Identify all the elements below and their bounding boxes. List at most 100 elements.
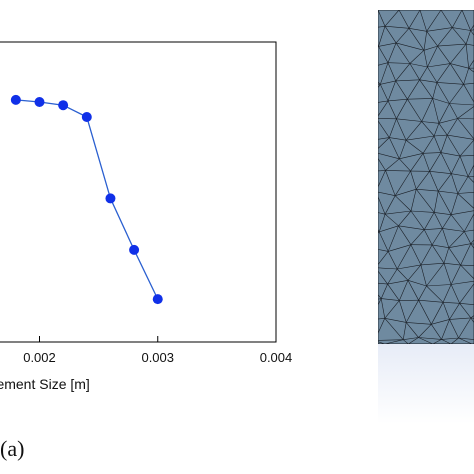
mesh-edge [384,300,400,319]
panel-label: (a) [0,436,25,461]
mesh-edge [465,30,471,45]
mesh-edge [470,24,474,31]
mesh-edge [378,282,388,285]
mesh-edge [409,50,425,64]
mesh-edge [418,299,444,303]
mesh-edge [424,229,433,246]
mesh-edge [468,67,474,73]
mesh-edge [449,317,471,320]
mesh-edge [388,98,408,102]
mesh-edge [410,210,425,230]
mesh-edge [431,244,445,264]
mesh-edge [465,44,469,69]
mesh-edge [431,302,444,325]
mesh-edge [431,228,443,246]
mesh-edge [448,231,465,248]
mesh-edge [451,155,461,174]
mesh-edge [429,152,442,172]
mesh-edge [384,318,407,323]
mesh-edge [426,27,453,32]
mesh-edge [387,283,400,301]
mesh-edge [436,63,451,83]
mesh-edge [463,68,469,85]
mesh-edge [378,100,389,103]
x-axis-label: Element Size [m] [0,376,90,392]
mesh-edge [396,118,407,141]
mesh-edge [434,212,452,215]
mesh-edge [394,170,411,196]
mesh-edge [460,243,472,266]
mesh-edge [408,337,419,345]
mesh-edge [418,300,432,325]
mesh-edge [451,280,474,285]
mesh-edge [395,79,420,82]
mesh-edge [387,280,409,285]
mesh-edge [399,153,424,160]
mesh-edge [468,59,474,69]
mesh-edge [423,50,428,68]
x-tick-label: 0.002 [23,350,56,365]
mesh-edge [394,195,412,212]
mesh-edge [440,152,452,174]
mesh-edge [403,339,409,345]
mesh-edge [399,158,411,172]
mesh-edge [441,319,450,340]
mesh-edge [440,134,448,153]
mesh-edge [378,298,382,306]
mesh-edge [438,103,450,124]
mesh-edge [423,31,427,51]
mesh-edge [438,123,448,136]
data-point [34,97,45,107]
mesh-edge [406,322,432,325]
mesh-edge [431,319,450,325]
x-tick-label: 0.003 [141,350,174,365]
mesh-edge [427,63,451,68]
mesh-edge [384,339,404,345]
series-line-group [10,94,163,305]
mesh-edge [449,303,460,320]
triangular-mesh [378,10,474,345]
x-axis-ticks: 0.002 0.003 0.004 [23,336,292,365]
mesh-edge [380,62,389,85]
x-tick-label: 0.004 [260,350,293,365]
data-point [152,294,163,305]
plot-frame-box [0,41,277,343]
mesh-edge [406,135,435,141]
mesh-edge [433,135,442,153]
mesh-edge [384,213,399,227]
mesh-edge [418,337,442,340]
mesh-edge [378,249,389,252]
mesh-edge [407,280,427,287]
mesh-edge [442,228,450,248]
mesh-edge [398,10,410,29]
mesh-edge [457,192,474,194]
mesh-edge [450,264,461,285]
mesh-edge [410,171,417,190]
mesh-edge [384,25,410,29]
mesh-edge [418,285,427,301]
mesh-edge [459,283,474,304]
mesh-edge [448,243,471,248]
mesh-fade [378,344,474,424]
data-point [129,244,140,255]
mesh-edge [470,30,474,36]
mesh-edge [380,80,396,85]
mesh-edge [378,318,386,334]
mesh-edge [426,263,445,287]
mesh-edge [441,339,452,345]
mesh-edge [449,103,474,106]
mesh-edge [457,193,474,209]
mesh-edge [470,317,474,324]
mesh-edge [423,45,438,51]
mesh-edge [421,98,433,122]
mesh-edge [399,280,409,301]
mesh-edge [378,157,386,171]
mesh-edge [403,337,419,340]
mesh-edge [378,294,382,299]
mesh-edge [449,319,459,339]
mesh-edge [451,173,459,194]
mesh-edge [378,170,386,172]
mesh-edge [409,63,420,80]
mesh-edge [379,225,399,233]
